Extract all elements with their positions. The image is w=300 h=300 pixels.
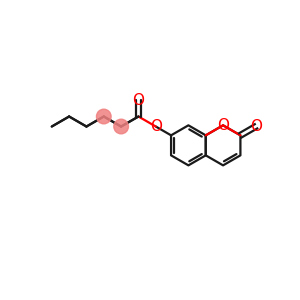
Circle shape bbox=[97, 109, 111, 124]
Text: O: O bbox=[250, 119, 262, 134]
Text: O: O bbox=[133, 93, 145, 108]
Text: O: O bbox=[150, 119, 162, 134]
Text: O: O bbox=[217, 118, 229, 133]
Circle shape bbox=[114, 119, 128, 134]
